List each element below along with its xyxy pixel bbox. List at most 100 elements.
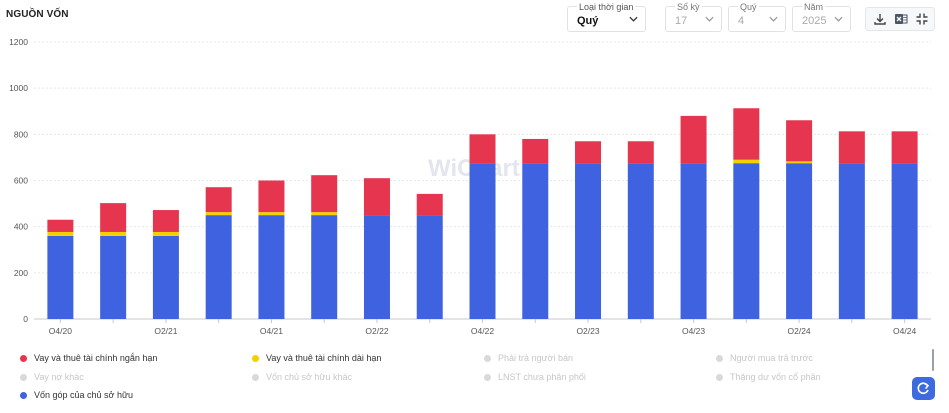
bar-segment[interactable] (522, 163, 549, 319)
bar-segment[interactable] (311, 175, 338, 213)
legend-label: Vốn góp của chủ sở hữu (34, 390, 133, 400)
bar-segment[interactable] (205, 212, 232, 216)
refresh-icon (917, 382, 930, 394)
y-tick-label: 200 (14, 268, 28, 278)
bar-segment[interactable] (152, 231, 179, 236)
bar-segment[interactable] (522, 138, 549, 164)
x-tick-label: Q4/23 (682, 326, 705, 334)
bar-segment[interactable] (311, 212, 338, 216)
period-type-select[interactable]: Loại thời gian Quý (567, 2, 646, 32)
bar-segment[interactable] (258, 212, 285, 216)
bar-segment[interactable] (838, 163, 865, 319)
bar-segment[interactable] (100, 235, 127, 319)
legend-label: Vay nợ khác (34, 372, 84, 382)
y-tick-label: 800 (14, 129, 28, 139)
legend-label: Người mua trả trước (730, 353, 813, 363)
legend-label: Vốn chủ sở hữu khác (266, 372, 352, 382)
bar-segment[interactable] (47, 231, 74, 236)
x-tick-label: Q4/21 (260, 326, 283, 334)
quarter-value: 4 (738, 15, 745, 27)
legend-label: Thặng dư vốn cổ phần (730, 372, 821, 382)
bar-segment[interactable] (100, 231, 127, 236)
y-tick-label: 0 (23, 314, 28, 324)
bar-segment[interactable] (152, 210, 179, 232)
bar-segment[interactable] (363, 178, 390, 216)
legend-item[interactable]: Vay và thuê tài chính dài hạn (252, 353, 381, 363)
bar-segment[interactable] (311, 215, 338, 319)
bar-segment[interactable] (205, 215, 232, 319)
period-count-value: 17 (675, 15, 688, 27)
bar-segment[interactable] (680, 163, 707, 319)
y-tick-label: 400 (14, 222, 28, 232)
year-value: 2025 (802, 15, 827, 27)
legend-item[interactable]: Người mua trả trước (716, 353, 813, 363)
legend-item[interactable]: Vốn góp của chủ sở hữu (20, 390, 133, 400)
x-tick-label: Q4/20 (49, 326, 72, 334)
legend-item[interactable]: Vay nợ khác (20, 372, 84, 382)
chart-toolbar (865, 7, 935, 31)
x-tick-label: Q4/22 (471, 326, 494, 334)
bar-segment[interactable] (575, 141, 602, 164)
excel-icon[interactable] (894, 12, 908, 26)
quarter-select[interactable]: Quý 4 (728, 2, 786, 32)
bar-segment[interactable] (786, 120, 813, 162)
legend-dot-icon (716, 373, 723, 381)
bar-segment[interactable] (205, 187, 232, 213)
bar-segment[interactable] (575, 163, 602, 319)
bar-segment[interactable] (363, 215, 390, 319)
bar-segment[interactable] (891, 163, 918, 319)
period-type-label: Loại thời gian (577, 2, 636, 12)
x-tick-label: Q4/24 (893, 326, 916, 334)
bar-segment[interactable] (258, 180, 285, 213)
bar-segment[interactable] (680, 115, 707, 164)
bar-segment[interactable] (469, 163, 496, 319)
x-tick-label: Q2/21 (154, 326, 177, 334)
scrollbar[interactable] (932, 349, 934, 371)
legend-label: LNST chưa phân phối (498, 372, 586, 382)
year-select[interactable]: Năm 2025 (792, 2, 851, 32)
x-tick-label: Q2/23 (576, 326, 599, 334)
bar-segment[interactable] (47, 235, 74, 319)
legend-dot-icon (484, 354, 491, 362)
legend-item[interactable]: LNST chưa phân phối (484, 372, 586, 382)
legend-dot-icon (252, 373, 259, 381)
bar-segment[interactable] (100, 203, 127, 232)
legend-dot-icon (20, 391, 27, 399)
download-icon[interactable] (873, 12, 887, 26)
page-title: NGUỒN VỐN (6, 9, 69, 20)
bar-segment[interactable] (469, 134, 496, 164)
bar-segment[interactable] (152, 235, 179, 319)
bar-segment[interactable] (733, 163, 760, 319)
period-count-select[interactable]: Số kỳ 17 (665, 2, 722, 32)
bar-segment[interactable] (733, 108, 760, 160)
bar-segment[interactable] (891, 131, 918, 164)
bar-segment[interactable] (627, 141, 654, 164)
refresh-button[interactable] (912, 377, 935, 400)
bar-segment[interactable] (838, 131, 865, 164)
quarter-label: Quý (738, 2, 759, 12)
legend-item[interactable]: Phải trả người bán (484, 353, 573, 363)
bar-segment[interactable] (416, 193, 443, 216)
x-tick-label: Q2/24 (788, 326, 811, 334)
bar-segment[interactable] (627, 163, 654, 319)
legend-dot-icon (252, 354, 259, 362)
legend-item[interactable]: Vốn chủ sở hữu khác (252, 372, 352, 382)
bar-segment[interactable] (786, 163, 813, 319)
bar-segment[interactable] (786, 161, 813, 164)
collapse-icon[interactable] (915, 12, 929, 26)
chevron-down-icon (834, 16, 843, 22)
period-count-label: Số kỳ (675, 2, 702, 12)
legend-item[interactable]: Vay và thuê tài chính ngắn hạn (20, 353, 157, 363)
y-tick-label: 600 (14, 176, 28, 186)
bar-segment[interactable] (416, 215, 443, 319)
legend-dot-icon (20, 354, 27, 362)
legend-label: Vay và thuê tài chính ngắn hạn (34, 353, 158, 363)
legend-item[interactable]: Thặng dư vốn cổ phần (716, 372, 821, 382)
bar-segment[interactable] (258, 215, 285, 319)
y-tick-label: 1000 (9, 83, 28, 93)
bar-segment[interactable] (47, 219, 74, 232)
chevron-down-icon (705, 16, 714, 22)
legend-label: Phải trả người bán (498, 353, 573, 363)
bar-segment[interactable] (733, 159, 760, 164)
